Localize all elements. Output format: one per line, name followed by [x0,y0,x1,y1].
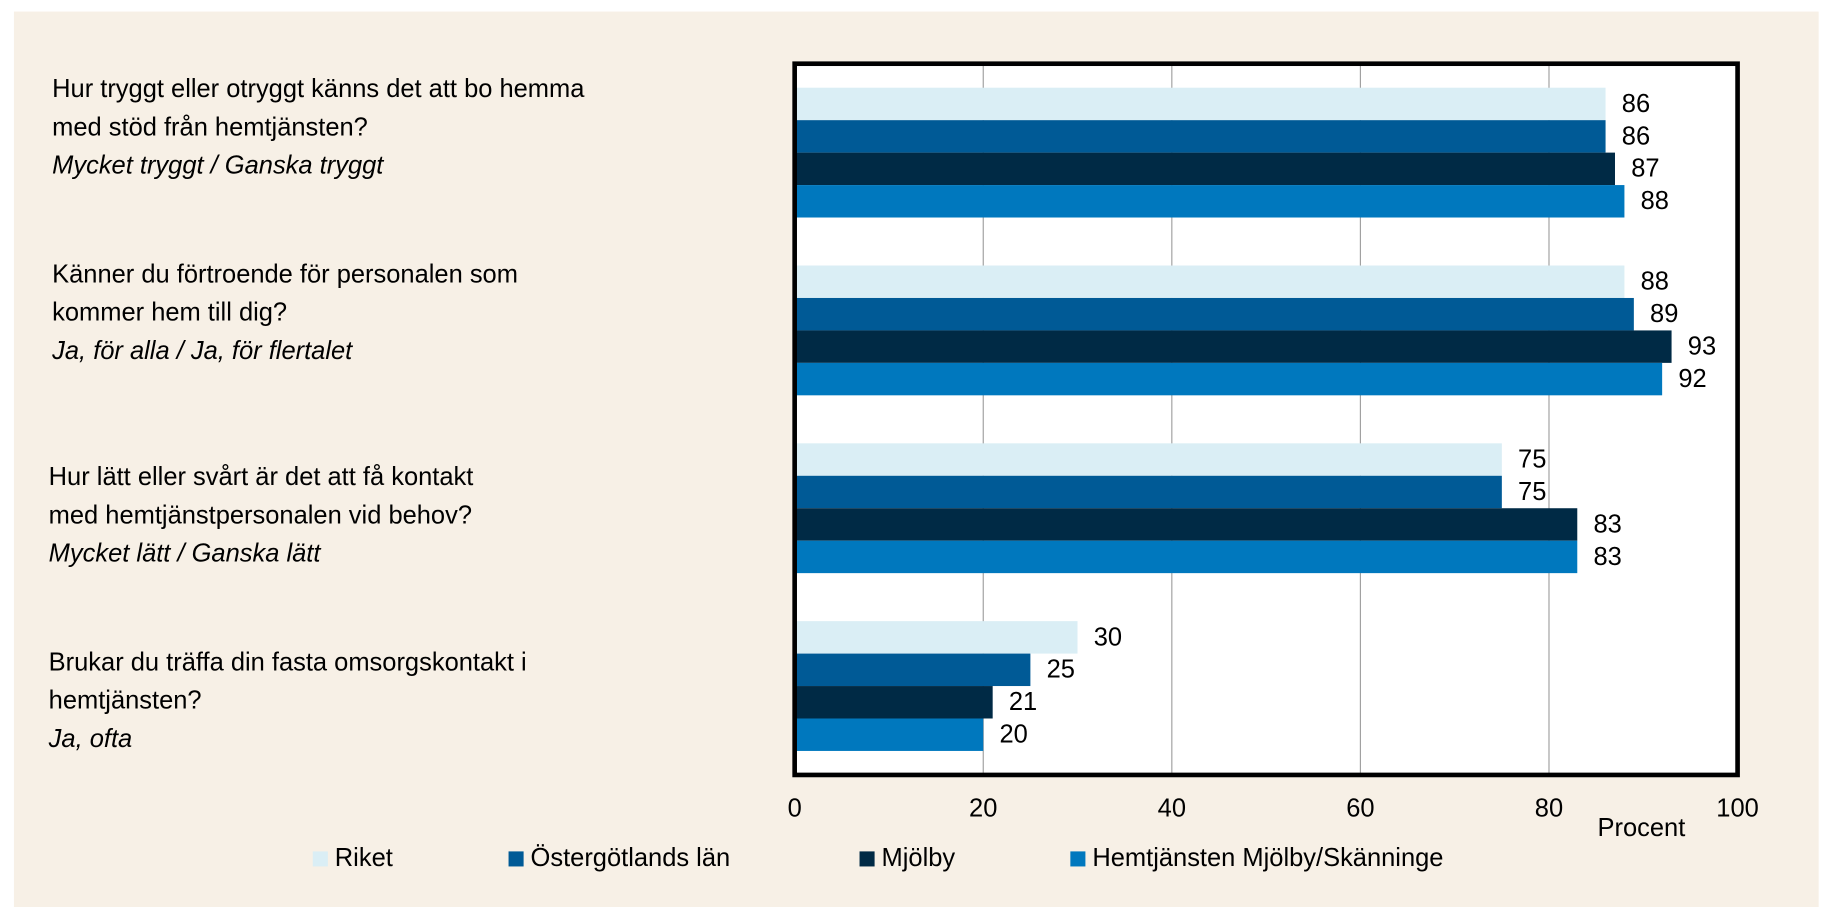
value-label: 92 [1678,365,1706,393]
value-label: 86 [1622,122,1650,150]
value-label: 87 [1631,155,1659,183]
category-label: kommer hem till dig? [52,299,287,327]
category-label: Brukar du träffa din fasta omsorgskontak… [49,648,527,676]
legend-swatch [1070,851,1086,867]
category-answer: Ja, för alla / Ja, för flertalet [51,337,353,365]
x-tick-label: 100 [1716,794,1758,822]
bar [794,621,1078,654]
x-tick-label: 0 [788,794,802,822]
x-tick-label: 40 [1158,794,1186,822]
legend-swatch [508,851,524,867]
value-label: 30 [1094,623,1122,651]
value-label: 86 [1622,90,1650,118]
legend-swatch [859,851,875,867]
bars [794,87,1672,751]
x-axis-label: Procent [1598,814,1686,842]
value-label: 89 [1650,300,1678,328]
value-label: 93 [1688,333,1716,361]
legend-label: Riket [335,844,393,872]
bar [794,475,1502,509]
value-label: 88 [1641,187,1669,215]
value-label: 25 [1047,656,1075,684]
x-tick-label: 20 [969,794,997,822]
value-label: 75 [1518,445,1546,473]
x-tick-label: 60 [1346,794,1374,822]
category-label: Hur tryggt eller otryggt känns det att b… [52,75,585,103]
bar [794,718,984,751]
value-label: 83 [1593,543,1621,571]
value-label: 21 [1009,688,1037,716]
value-label: 75 [1518,478,1546,506]
category-label: Känner du förtroende för personalen som [52,260,518,288]
x-tick-label: 80 [1535,794,1563,822]
category-answer: Ja, ofta [48,725,133,753]
bar [794,152,1615,186]
bar [794,265,1625,298]
category-answer: Mycket tryggt / Ganska tryggt [52,152,384,180]
legend-label: Mjölby [882,844,956,872]
bar [794,362,1663,396]
value-label: 83 [1593,510,1621,538]
bar [794,508,1578,541]
category-label: Hur lätt eller svårt är det att få konta… [49,463,474,491]
category-answer: Mycket lätt / Ganska lätt [49,540,322,568]
bar [794,540,1578,574]
category-label: hemtjänsten? [49,687,202,715]
legend-label: Hemtjänsten Mjölby/Skänninge [1092,844,1443,872]
legend-label: Östergötlands län [531,844,731,872]
bar [794,297,1634,331]
bar [794,686,993,719]
category-label: med stöd från hemtjänsten? [52,113,368,141]
bar [794,120,1606,153]
plot-frame [792,61,1740,778]
bar [794,185,1625,218]
bar [794,443,1502,476]
legend-swatch [312,851,328,867]
bar [794,653,1031,687]
value-label: 20 [999,721,1027,749]
bar [794,330,1672,363]
bar [794,87,1606,121]
value-label: 88 [1641,268,1669,296]
category-label: med hemtjänstpersonalen vid behov? [49,501,472,529]
